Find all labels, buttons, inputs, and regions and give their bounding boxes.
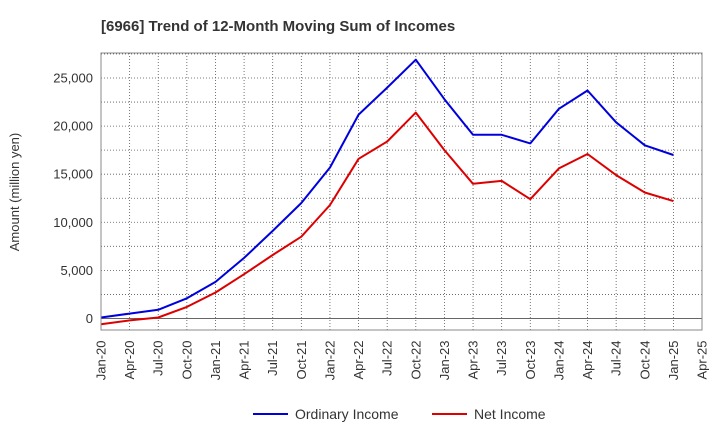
- x-tick-label: Oct-22: [408, 341, 423, 380]
- x-tick-label: Jul-20: [151, 341, 166, 376]
- series-line-net-income: [100, 111, 674, 326]
- legend-label-ordinary-income: Ordinary Income: [295, 406, 399, 422]
- y-axis-label: Amount (million yen): [7, 133, 22, 252]
- y-tick-label: 5,000: [60, 263, 93, 278]
- series-line-ordinary-income: [100, 58, 674, 319]
- x-tick-label: Oct-20: [179, 341, 194, 380]
- x-tick-label: Jul-23: [494, 340, 509, 375]
- grid: [101, 53, 702, 330]
- x-tick-label: Apr-20: [122, 341, 137, 380]
- x-ticks: Jan-20 Apr-20 Jul-20 Oct-20 Jan-21 Apr-21 Jul-…: [94, 340, 710, 380]
- chart-title: [6966] Trend of 12-Month Moving Sum of I…: [101, 18, 455, 35]
- x-tick-label: Oct-21: [294, 341, 309, 380]
- series-layer: [100, 58, 674, 326]
- x-tick-label: Jan-24: [551, 341, 566, 381]
- legend: Ordinary Income Net Income: [253, 406, 546, 422]
- x-tick-label: Jan-21: [208, 341, 223, 381]
- x-tick-label: Jan-23: [437, 341, 452, 381]
- y-tick-label: 10,000: [53, 215, 93, 230]
- plot-area-frame: [100, 52, 703, 331]
- x-tick-label: Jul-22: [380, 341, 395, 376]
- y-tick-label: 0: [86, 311, 93, 326]
- x-tick-label: Jan-22: [322, 341, 337, 381]
- x-tick-label: Apr-24: [580, 341, 595, 380]
- x-tick-label: Oct-23: [523, 341, 538, 380]
- y-ticks: 0 5,000 10,000 15,000 20,000 25,000: [53, 71, 93, 326]
- y-tick-label: 15,000: [53, 167, 93, 182]
- x-tick-label: Oct-24: [637, 341, 652, 380]
- x-tick-label: Apr-25: [695, 341, 710, 380]
- x-tick-label: Jul-24: [609, 341, 624, 376]
- y-tick-label: 20,000: [53, 119, 93, 134]
- x-tick-label: Apr-23: [466, 341, 481, 380]
- x-tick-label: Jul-21: [265, 341, 280, 376]
- y-tick-label: 25,000: [53, 71, 93, 86]
- x-tick-label: Jan-25: [666, 341, 681, 381]
- legend-label-net-income: Net Income: [474, 406, 546, 422]
- x-tick-label: Jan-20: [94, 341, 109, 381]
- x-tick-label: Apr-22: [351, 341, 366, 380]
- x-tick-label: Apr-21: [237, 341, 252, 380]
